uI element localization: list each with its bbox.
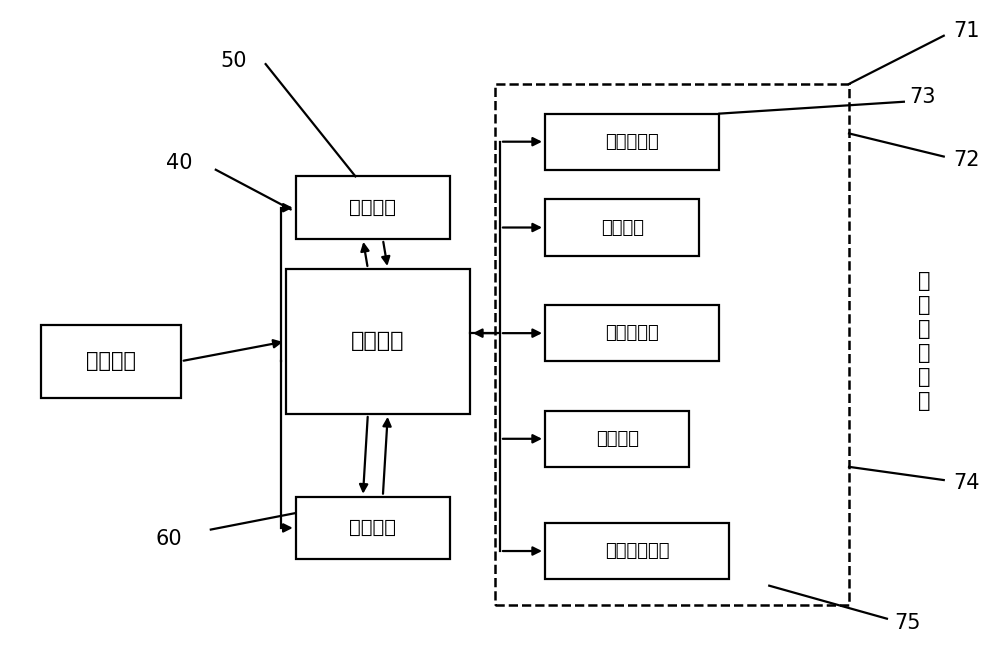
Text: 感应模块: 感应模块 <box>596 430 639 448</box>
Bar <box>545 410 689 467</box>
Bar <box>286 269 470 414</box>
Text: 72: 72 <box>954 150 980 170</box>
Text: 通信模块: 通信模块 <box>349 518 396 538</box>
Bar <box>495 84 849 605</box>
Text: 显示屏模块: 显示屏模块 <box>605 324 659 342</box>
Bar <box>296 176 450 239</box>
Text: 电源模块: 电源模块 <box>86 351 136 371</box>
Text: 麦克风模块: 麦克风模块 <box>605 133 659 151</box>
Text: 50: 50 <box>221 51 247 71</box>
Text: 74: 74 <box>954 473 980 493</box>
Text: 60: 60 <box>156 530 183 550</box>
Text: 71: 71 <box>954 21 980 41</box>
Bar <box>545 523 729 579</box>
Bar <box>296 497 450 560</box>
Bar <box>41 325 181 398</box>
Text: 40: 40 <box>166 153 192 173</box>
Text: 控制模块: 控制模块 <box>351 332 405 351</box>
Bar <box>545 200 699 255</box>
Text: 75: 75 <box>894 613 920 633</box>
Text: 73: 73 <box>909 87 935 107</box>
Text: 机械活动模块: 机械活动模块 <box>605 542 669 560</box>
Bar <box>545 113 719 170</box>
Text: 人
机
互
动
模
块: 人 机 互 动 模 块 <box>918 271 930 412</box>
Text: 网口模块: 网口模块 <box>349 198 396 217</box>
Text: 喇叭模块: 喇叭模块 <box>601 219 644 237</box>
Bar <box>545 305 719 361</box>
